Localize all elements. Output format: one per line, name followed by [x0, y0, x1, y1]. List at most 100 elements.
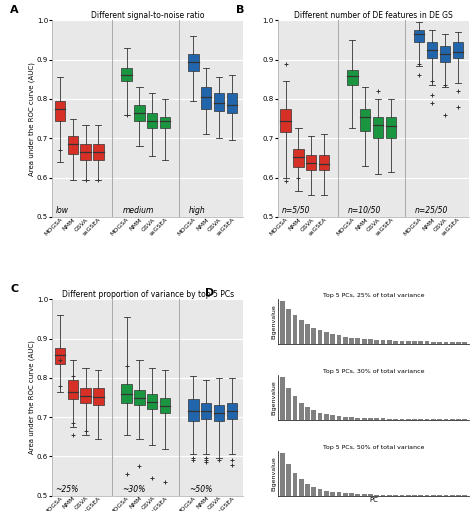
Bar — [349, 417, 354, 420]
Y-axis label: Eigenvalue: Eigenvalue — [272, 380, 276, 415]
Bar — [387, 495, 392, 496]
Bar — [374, 340, 379, 344]
Title: Different signal-to-noise ratio: Different signal-to-noise ratio — [91, 11, 205, 19]
Bar — [427, 42, 437, 58]
Title: Different proportion of variance by top 5 PCs: Different proportion of variance by top … — [62, 290, 234, 298]
Bar — [55, 101, 65, 121]
Bar — [68, 136, 78, 154]
Bar — [393, 340, 398, 344]
Bar — [356, 417, 360, 420]
Bar — [299, 479, 303, 496]
Bar — [280, 453, 285, 496]
Text: medium: medium — [122, 206, 154, 215]
Bar — [292, 473, 297, 496]
Title: Different number of DE features in DE GS: Different number of DE features in DE GS — [294, 11, 453, 19]
Bar — [400, 419, 404, 420]
Text: low: low — [55, 206, 69, 215]
Bar — [444, 342, 448, 344]
Bar — [368, 418, 373, 420]
Bar — [188, 54, 199, 72]
X-axis label: PC: PC — [369, 497, 378, 503]
Bar — [324, 333, 329, 344]
Bar — [280, 301, 285, 344]
Bar — [406, 419, 410, 420]
Bar — [299, 403, 303, 420]
Bar — [368, 339, 373, 344]
Text: A: A — [10, 5, 18, 15]
Bar — [292, 315, 297, 344]
Text: high: high — [189, 206, 206, 215]
Y-axis label: Eigenvalue: Eigenvalue — [272, 304, 276, 339]
Text: C: C — [10, 284, 18, 294]
Bar — [362, 418, 366, 420]
Bar — [147, 394, 157, 409]
Bar — [374, 495, 379, 496]
Bar — [318, 330, 322, 344]
Bar — [425, 419, 429, 420]
Text: n=25/50: n=25/50 — [415, 206, 448, 215]
Bar — [81, 144, 91, 160]
Bar — [201, 403, 211, 419]
Bar — [318, 412, 322, 420]
Bar — [381, 419, 385, 420]
Bar — [347, 69, 357, 85]
Bar — [453, 42, 463, 58]
Bar — [381, 495, 385, 496]
Bar — [81, 388, 91, 403]
Bar — [438, 342, 442, 344]
Bar — [280, 377, 285, 420]
Bar — [374, 419, 379, 420]
Bar — [286, 388, 291, 420]
Bar — [440, 46, 450, 62]
Bar — [450, 419, 455, 420]
Bar — [386, 117, 396, 138]
Bar — [414, 30, 424, 42]
Bar — [330, 334, 335, 344]
Text: ~25%: ~25% — [55, 485, 79, 494]
Bar — [227, 403, 237, 419]
Bar — [362, 339, 366, 344]
Bar — [134, 389, 145, 405]
Bar — [343, 416, 347, 420]
Bar — [305, 324, 310, 344]
Bar — [318, 489, 322, 496]
Bar — [201, 87, 211, 109]
Bar — [356, 338, 360, 344]
Bar — [311, 487, 316, 496]
Bar — [160, 398, 170, 413]
Text: ~50%: ~50% — [189, 485, 212, 494]
Text: n=5/50: n=5/50 — [282, 206, 310, 215]
Text: B: B — [236, 5, 244, 15]
Bar — [93, 388, 103, 405]
Bar — [68, 380, 78, 400]
Bar — [293, 149, 304, 167]
Bar — [412, 341, 417, 344]
Bar — [324, 491, 329, 496]
Bar — [387, 419, 392, 420]
Bar — [330, 415, 335, 420]
Bar — [373, 117, 383, 138]
Bar — [214, 93, 224, 111]
Bar — [227, 93, 237, 113]
Bar — [412, 495, 417, 496]
Bar — [286, 309, 291, 344]
Bar — [306, 155, 317, 171]
Bar — [349, 494, 354, 496]
Bar — [450, 342, 455, 344]
Bar — [362, 494, 366, 496]
Bar — [463, 342, 467, 344]
Bar — [121, 67, 132, 81]
Bar — [55, 349, 65, 364]
Bar — [188, 400, 199, 421]
Bar — [337, 493, 341, 496]
Bar — [431, 419, 436, 420]
Bar — [324, 414, 329, 420]
Bar — [305, 407, 310, 420]
Bar — [393, 495, 398, 496]
Bar — [337, 416, 341, 420]
Bar — [160, 117, 170, 128]
Bar — [419, 341, 423, 344]
Bar — [299, 320, 303, 344]
Bar — [134, 105, 145, 121]
Text: ~30%: ~30% — [122, 485, 146, 494]
